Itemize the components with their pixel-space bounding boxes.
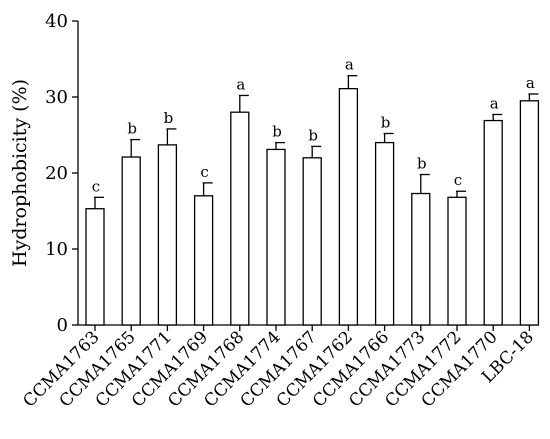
significance-letter: b: [381, 113, 391, 131]
y-axis-label: Hydrophobicity (%): [9, 79, 31, 267]
significance-letter: b: [164, 109, 174, 127]
bar: [266, 148, 286, 326]
bar: [193, 195, 214, 326]
bar: [230, 111, 250, 326]
y-axis: 0 10 20 30 40: [45, 11, 79, 336]
bar: [121, 156, 141, 326]
y-tick-label: 10: [45, 239, 68, 260]
significance-letters-group: c b b c a b b a b b c a a: [92, 56, 535, 196]
significance-letter: a: [345, 56, 354, 74]
bar: [411, 192, 431, 326]
bars-group: [85, 87, 540, 326]
x-tick-labels-group: CCMA1763CCMA1765CCMA1771CCMA1769CCMA1768…: [19, 327, 538, 411]
bar: [338, 87, 359, 326]
significance-letter: c: [92, 177, 100, 195]
significance-letter: c: [200, 163, 208, 181]
bar: [374, 141, 395, 326]
bar: [157, 144, 178, 326]
significance-letter: a: [236, 75, 245, 93]
bar: [447, 196, 467, 326]
y-tick-label: 40: [45, 11, 68, 32]
y-tick-label: 0: [57, 315, 68, 336]
significance-letter: a: [490, 94, 499, 112]
bar: [483, 119, 503, 326]
significance-letter: c: [454, 171, 462, 189]
bar: [302, 157, 322, 326]
y-tick-label: 20: [45, 163, 68, 184]
bar: [519, 100, 540, 326]
y-tick-label: 30: [45, 87, 68, 108]
significance-letter: b: [308, 126, 318, 144]
error-bars-group: [94, 75, 539, 209]
significance-letter: a: [526, 74, 535, 92]
significance-letter: b: [272, 123, 282, 141]
significance-letter: b: [417, 155, 427, 173]
significance-letter: b: [127, 120, 137, 138]
bar: [85, 208, 105, 326]
